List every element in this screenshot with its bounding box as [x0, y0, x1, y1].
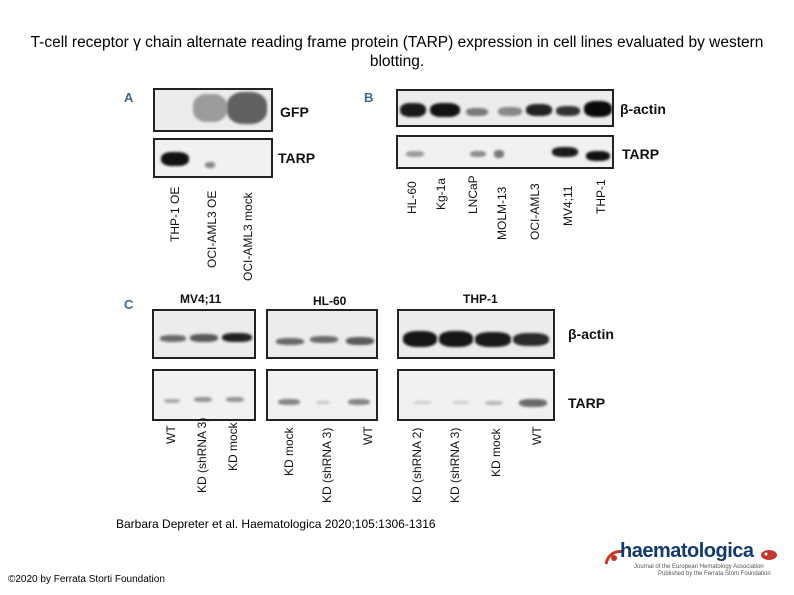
lane-b-5: OCI-AML3 [528, 183, 542, 240]
band [226, 397, 244, 402]
blot-c-thp1-actin [397, 309, 555, 359]
band [205, 162, 215, 168]
blot-c-mv411-tarp [152, 369, 256, 421]
lane-c-thp1-2: KD (shRNA 3) [448, 427, 462, 503]
panel-c-letter: C [124, 297, 134, 312]
logo-emblem-icon [761, 550, 777, 560]
label-a-tarp: TARP [278, 150, 316, 166]
lane-c-hl60-1: KD mock [282, 427, 296, 476]
lane-c-thp1-4: WT [530, 426, 544, 445]
lane-b-3: LNCaP [466, 175, 480, 214]
band [526, 104, 552, 116]
band [346, 337, 374, 345]
blot-a-gfp [153, 88, 273, 132]
band [403, 331, 437, 347]
citation: Barbara Depreter et al. Haematologica 20… [116, 517, 436, 531]
group-thp1-label: THP-1 [463, 292, 498, 306]
lane-c-hl60-3: WT [361, 426, 375, 445]
band [439, 331, 473, 347]
band [556, 106, 580, 116]
logo-name: haematologica [620, 540, 754, 562]
lane-c-mv411-2: KD (shRNA 3) [195, 417, 209, 493]
lane-b-4: MOLM-13 [495, 186, 509, 240]
band [475, 332, 511, 347]
lane-c-mv411-1: WT [164, 425, 178, 444]
group-mv411-label: MV4;11 [180, 292, 222, 306]
band [453, 401, 469, 404]
label-a-gfp: GFP [280, 104, 309, 120]
lane-c-hl60-2: KD (shRNA 3) [320, 427, 334, 503]
lane-b-7: THP-1 [594, 179, 608, 214]
blot-b-tarp [396, 135, 614, 169]
band [584, 101, 612, 117]
band [494, 150, 504, 158]
label-b-tarp: TARP [622, 146, 660, 162]
lane-c-thp1-1: KD (shRNA 2) [410, 427, 424, 503]
band [552, 147, 578, 157]
blot-c-mv411-actin [152, 309, 256, 359]
band [348, 399, 370, 405]
band [276, 338, 304, 345]
band [227, 92, 267, 124]
lane-c-thp1-3: KD mock [489, 428, 503, 477]
copyright: ©2020 by Ferrata Storti Foundation [8, 574, 165, 585]
band [194, 397, 212, 402]
logo-swoosh-icon [604, 550, 625, 565]
logo-tagline-1: Journal of the European Hematology Assoc… [634, 564, 764, 570]
band [400, 103, 426, 117]
lane-b-6: MV4;11 [561, 185, 575, 226]
panel-b-letter: B [364, 90, 374, 105]
band [222, 333, 252, 342]
band [278, 399, 300, 405]
logo-tagline-2: Published by the Ferrata Storti Foundati… [658, 571, 771, 577]
haematologica-logo: haematologica Journal of the European He… [600, 540, 780, 580]
band [190, 334, 218, 342]
lane-a-3: OCI-AML3 mock [241, 192, 255, 281]
panel-a-letter: A [124, 90, 134, 105]
label-c-tarp: TARP [568, 395, 606, 411]
band [466, 108, 488, 116]
lane-a-2: OCI-AML3 OE [205, 190, 219, 268]
band [519, 399, 547, 407]
label-b-actin: β-actin [620, 101, 666, 117]
band [430, 103, 460, 117]
band [193, 94, 227, 122]
label-c-actin: β-actin [568, 326, 614, 342]
band [513, 333, 549, 346]
band [310, 336, 338, 343]
lane-a-1: THP-1 OE [168, 186, 182, 242]
band [164, 399, 180, 403]
blot-a-tarp [153, 138, 273, 178]
band [586, 151, 610, 161]
band [161, 152, 189, 166]
band [316, 401, 330, 404]
band [413, 401, 431, 404]
lane-b-2: Kg-1a [434, 177, 448, 210]
blot-c-hl60-tarp [266, 369, 378, 421]
band [470, 151, 486, 157]
lane-b-1: HL-60 [405, 181, 419, 214]
blot-c-hl60-actin [266, 309, 378, 359]
lane-c-mv411-3: KD mock [226, 422, 240, 471]
blot-b-actin [396, 89, 614, 127]
slide-title: T-cell receptor γ chain alternate readin… [30, 34, 764, 70]
band [160, 335, 186, 342]
band [498, 107, 522, 116]
group-hl60-label: HL-60 [313, 294, 347, 308]
band [485, 401, 503, 405]
blot-c-thp1-tarp [397, 369, 555, 421]
band [406, 151, 424, 157]
